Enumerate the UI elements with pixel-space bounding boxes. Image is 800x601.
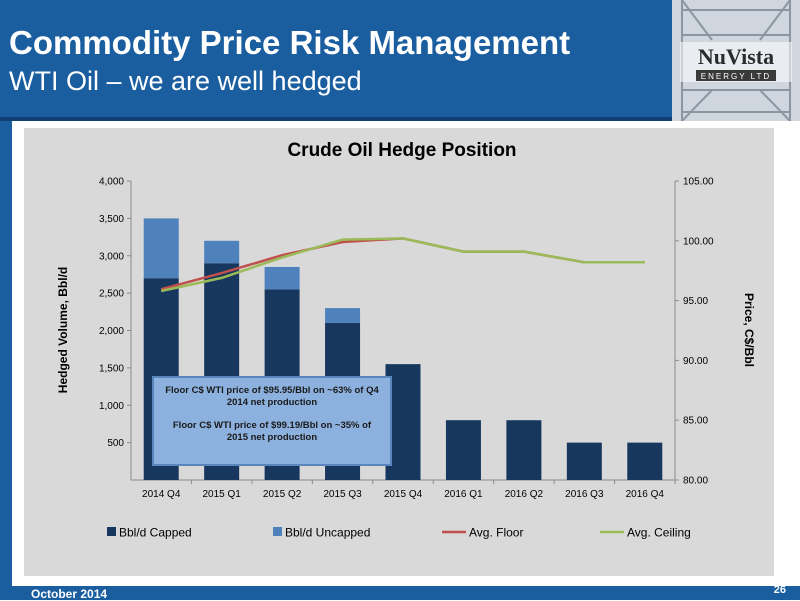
bar-bbl-d-capped [445,420,481,480]
y2-tick-label: 100.00 [683,236,714,247]
bar-bbl-d-capped [506,420,542,480]
x-tick-label: 2014 Q4 [142,489,181,500]
legend-swatch [273,527,282,536]
legend-swatch [107,527,116,536]
legend-label: Avg. Floor [469,526,523,540]
y-tick-label: 1,500 [99,363,124,374]
bar-bbl-d-uncapped [264,266,300,290]
logo-background: NuVista ENERGY LTD [680,0,792,121]
x-tick-label: 2015 Q2 [263,489,302,500]
y2-tick-label: 80.00 [683,476,708,487]
x-tick-label: 2016 Q3 [565,489,604,500]
y-tick-label: 500 [107,438,124,449]
floor-price-callout: Floor C$ WTI price of $95.95/Bbl on ~63%… [152,376,392,466]
x-tick-label: 2015 Q4 [384,489,423,500]
y-tick-label: 2,500 [99,289,124,300]
y2-tick-label: 90.00 [683,356,708,367]
y2-tick-label: 85.00 [683,416,708,427]
y2-axis-label: Price, C$/Bbl [742,293,756,367]
logo-subtext: ENERGY LTD [701,72,771,81]
chart-title: Crude Oil Hedge Position [287,140,516,161]
footer-date: October 2014 [31,587,108,601]
bar-bbl-d-uncapped [204,240,240,264]
y2-tick-label: 95.00 [683,296,708,307]
header-underline [0,117,672,121]
y-tick-label: 4,000 [99,177,124,188]
x-tick-label: 2015 Q1 [202,489,241,500]
legend-label: Bbl/d Uncapped [285,526,370,540]
y-tick-label: 1,000 [99,401,124,412]
slide-title: Commodity Price Risk Management [9,24,571,61]
bar-bbl-d-capped [627,442,663,480]
y-tick-label: 3,000 [99,251,124,262]
bar-bbl-d-uncapped [325,308,361,324]
bar-bbl-d-capped [566,442,602,480]
page-number: 26 [773,584,786,596]
slide-subtitle: WTI Oil – we are well hedged [9,66,362,96]
x-tick-label: 2016 Q1 [444,489,483,500]
x-tick-label: 2016 Q4 [626,489,665,500]
y-tick-label: 2,000 [99,326,124,337]
left-accent-bar [0,121,12,586]
y2-tick-label: 105.00 [683,177,714,188]
x-tick-label: 2015 Q3 [323,489,362,500]
logo-panel: NuVista ENERGY LTD [672,0,800,121]
logo-wordmark: NuVista [698,44,774,69]
y-tick-label: 3,500 [99,214,124,225]
legend-label: Avg. Ceiling [627,526,691,540]
slide-footer [0,586,800,600]
slide-header [0,0,672,121]
x-tick-label: 2016 Q2 [505,489,544,500]
y-axis-label: Hedged Volume, Bbl/d [56,267,70,393]
legend-label: Bbl/d Capped [119,526,192,540]
bar-bbl-d-uncapped [143,218,179,279]
line-avg-ceiling [160,237,645,293]
callout-line-2014: Floor C$ WTI price of $95.95/Bbl on ~63%… [165,385,379,408]
callout-line-2015: Floor C$ WTI price of $99.19/Bbl on ~35%… [172,420,372,443]
